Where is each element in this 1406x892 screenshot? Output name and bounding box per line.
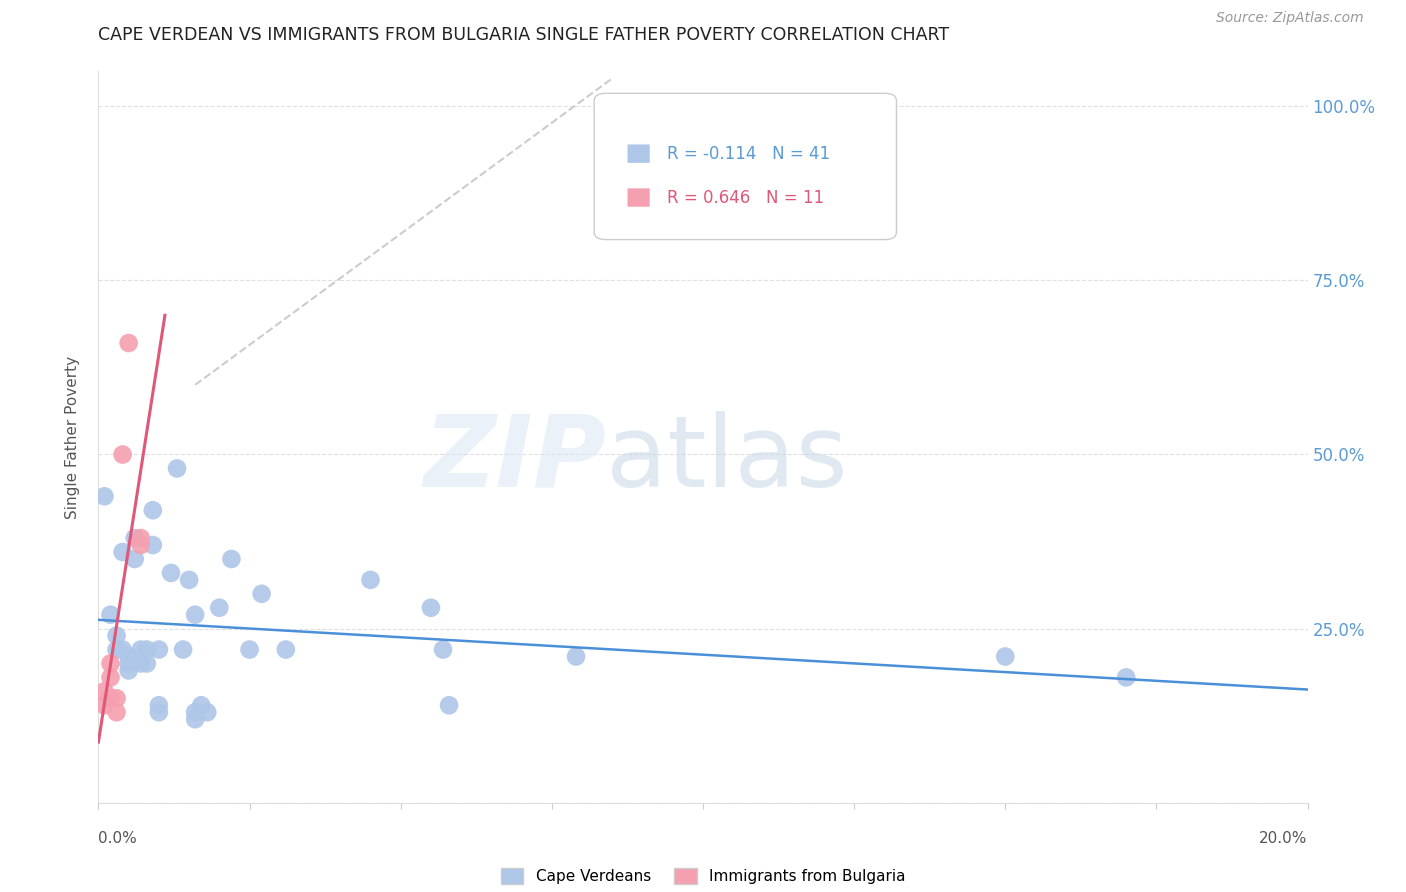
Point: [111, 642, 134, 657]
Point: [565, 649, 588, 664]
Point: [111, 448, 134, 462]
FancyBboxPatch shape: [627, 187, 651, 208]
Point: [250, 587, 273, 601]
Point: [420, 600, 443, 615]
Point: [184, 705, 207, 719]
Text: R = -0.114   N = 41: R = -0.114 N = 41: [668, 145, 831, 162]
Point: [129, 642, 152, 657]
Point: [148, 642, 170, 657]
Point: [129, 531, 152, 545]
Point: [184, 712, 207, 726]
Point: [129, 538, 152, 552]
Point: [274, 642, 297, 657]
Point: [135, 642, 157, 657]
Point: [105, 642, 128, 657]
Text: 20.0%: 20.0%: [1260, 831, 1308, 846]
Point: [221, 552, 243, 566]
Text: atlas: atlas: [606, 410, 848, 508]
Text: R = 0.646   N = 11: R = 0.646 N = 11: [668, 188, 824, 207]
Point: [118, 657, 141, 671]
Point: [93, 489, 115, 503]
Point: [184, 607, 207, 622]
Point: [100, 691, 122, 706]
Point: [208, 600, 231, 615]
Point: [142, 538, 165, 552]
Point: [124, 531, 146, 545]
Point: [142, 503, 165, 517]
Text: CAPE VERDEAN VS IMMIGRANTS FROM BULGARIA SINGLE FATHER POVERTY CORRELATION CHART: CAPE VERDEAN VS IMMIGRANTS FROM BULGARIA…: [98, 26, 949, 44]
Point: [105, 691, 128, 706]
Point: [994, 649, 1017, 664]
Point: [148, 698, 170, 713]
Point: [172, 642, 194, 657]
Point: [118, 649, 141, 664]
Point: [118, 664, 141, 678]
Point: [135, 657, 157, 671]
Y-axis label: Single Father Poverty: Single Father Poverty: [65, 356, 80, 518]
Point: [148, 705, 170, 719]
Point: [105, 629, 128, 643]
Point: [105, 705, 128, 719]
FancyBboxPatch shape: [595, 94, 897, 240]
Point: [1115, 670, 1137, 684]
Point: [111, 545, 134, 559]
Text: 0.0%: 0.0%: [98, 831, 138, 846]
Point: [93, 698, 115, 713]
Point: [437, 698, 460, 713]
Point: [118, 336, 141, 351]
Point: [100, 670, 122, 684]
Point: [129, 657, 152, 671]
Point: [239, 642, 262, 657]
Point: [93, 684, 115, 698]
Point: [166, 461, 188, 475]
Point: [160, 566, 183, 580]
Point: [195, 705, 218, 719]
Point: [190, 698, 212, 713]
Point: [100, 607, 122, 622]
Point: [124, 552, 146, 566]
Point: [179, 573, 201, 587]
Point: [100, 657, 122, 671]
Point: [360, 573, 382, 587]
Legend: Cape Verdeans, Immigrants from Bulgaria: Cape Verdeans, Immigrants from Bulgaria: [495, 862, 911, 890]
Point: [432, 642, 454, 657]
Text: ZIP: ZIP: [423, 410, 606, 508]
Text: Source: ZipAtlas.com: Source: ZipAtlas.com: [1216, 12, 1364, 25]
FancyBboxPatch shape: [627, 144, 651, 163]
